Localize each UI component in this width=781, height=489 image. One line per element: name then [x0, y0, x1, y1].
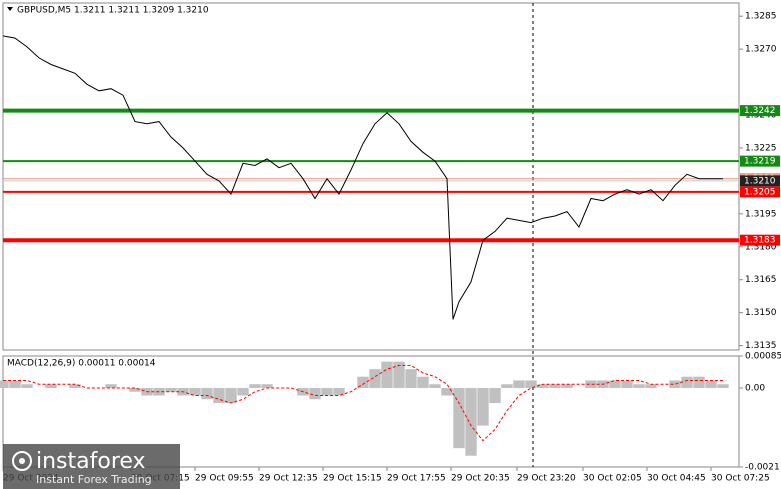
level-label: 1.3205	[744, 187, 776, 197]
macd-bar	[561, 384, 573, 388]
macd-bar	[549, 384, 561, 388]
macd-bar	[201, 387, 213, 400]
y-tick-label: 1.3195	[745, 209, 777, 219]
y-tick-label: 1.3135	[745, 341, 777, 351]
macd-bar	[537, 384, 549, 388]
macd-bar	[489, 387, 501, 404]
y-tick-label: 1.3225	[745, 143, 777, 153]
level-label-box	[740, 155, 780, 167]
x-tick-label: 30 Oct 07:25	[711, 474, 770, 484]
macd-bar	[417, 376, 429, 388]
x-tick-label: 29 Oct 23:20	[517, 474, 576, 484]
overlay: instaforex Instant Forex Trading 1.3242 1…	[3, 105, 780, 489]
macd-bar	[333, 387, 345, 396]
macd-bar	[9, 380, 21, 388]
macd-bar	[105, 384, 117, 388]
macd-bar	[237, 387, 249, 396]
menu-arrow[interactable]	[7, 7, 13, 11]
macd-bar	[717, 384, 729, 388]
macd-bar	[309, 387, 321, 400]
macd-bar	[165, 387, 177, 392]
macd-bar	[189, 387, 201, 396]
macd-bar	[621, 380, 633, 388]
level-label-box	[740, 234, 780, 246]
macd-bar	[669, 380, 681, 388]
macd-bar	[69, 384, 81, 388]
macd-bar	[585, 380, 597, 388]
level-label: 1.3210	[744, 176, 776, 186]
macd-bar	[45, 384, 57, 388]
macd-bar	[609, 380, 621, 388]
macd-bar	[357, 376, 369, 388]
y-tick-label: 1.3270	[745, 45, 777, 55]
y-tick-label: 0.00	[745, 383, 765, 393]
x-tick-label: 30 Oct 04:45	[647, 474, 706, 484]
x-tick-label: 29 Oct 20:35	[451, 474, 510, 484]
macd-bar	[681, 376, 693, 388]
macd-bar	[453, 387, 465, 449]
macd-bar	[21, 384, 33, 388]
x-tick-label: 29 Oct 09:55	[195, 474, 254, 484]
price-line	[2, 35, 723, 320]
y-tick-label: 1.3165	[745, 275, 777, 285]
x-tick-label: 30 Oct 02:05	[583, 474, 642, 484]
macd-bar	[525, 380, 537, 388]
level-label: 1.3183	[744, 236, 776, 246]
watermark-logo	[12, 451, 32, 471]
level-label: 1.3219	[744, 157, 776, 167]
watermark-box	[3, 444, 180, 489]
chart-title: GBPUSD,M5 1.3211 1.3211 1.3209 1.3210	[17, 6, 209, 16]
watermark-brand: instaforex	[36, 449, 146, 474]
macd-bar	[129, 387, 141, 392]
signal-line	[3, 364, 723, 442]
macd-bar	[261, 384, 273, 388]
macd-bar	[393, 361, 405, 388]
macd-bar	[381, 361, 393, 388]
y-tick-label: 0.00085	[745, 352, 781, 362]
y-tick-label: 1.3150	[745, 308, 777, 318]
x-tick-label: 29 Oct 17:55	[387, 474, 446, 484]
macd-title: MACD(12,26,9) 0.00011 0.00014	[7, 359, 156, 369]
macd-bar	[225, 387, 237, 404]
y-tick-label: 1.3180	[745, 242, 777, 252]
macd-bar	[249, 384, 261, 388]
macd-panel	[2, 355, 740, 468]
macd-bar	[633, 384, 645, 388]
macd-bar	[693, 376, 705, 388]
macd-bar	[645, 384, 657, 388]
level-label-box	[740, 186, 780, 198]
level-label: 1.3242	[744, 106, 776, 116]
price-panel	[2, 2, 740, 351]
watermark-logo-dot	[19, 458, 25, 464]
y-tick-label: -0.0021	[745, 463, 780, 473]
x-tick-label: 29 Oct 12:35	[259, 474, 318, 484]
macd-bar	[501, 384, 513, 388]
level-label-box	[740, 105, 780, 117]
macd-bar	[513, 380, 525, 388]
macd-bar	[321, 387, 333, 396]
macd-bar	[441, 387, 453, 396]
macd-bar	[429, 384, 441, 388]
x-tick-label: 29 Oct 15:15	[323, 474, 382, 484]
level-label-box	[740, 175, 780, 187]
macd-bar	[369, 369, 381, 388]
macd-bar	[213, 387, 225, 404]
macd-bar	[705, 380, 717, 388]
macd-bar	[465, 387, 477, 456]
macd-bar	[477, 387, 489, 426]
macd-bar	[0, 380, 9, 388]
watermark-tagline: Instant Forex Trading	[36, 473, 152, 486]
y-tick-label: 1.3285	[745, 12, 777, 22]
macd-bar	[405, 369, 417, 388]
